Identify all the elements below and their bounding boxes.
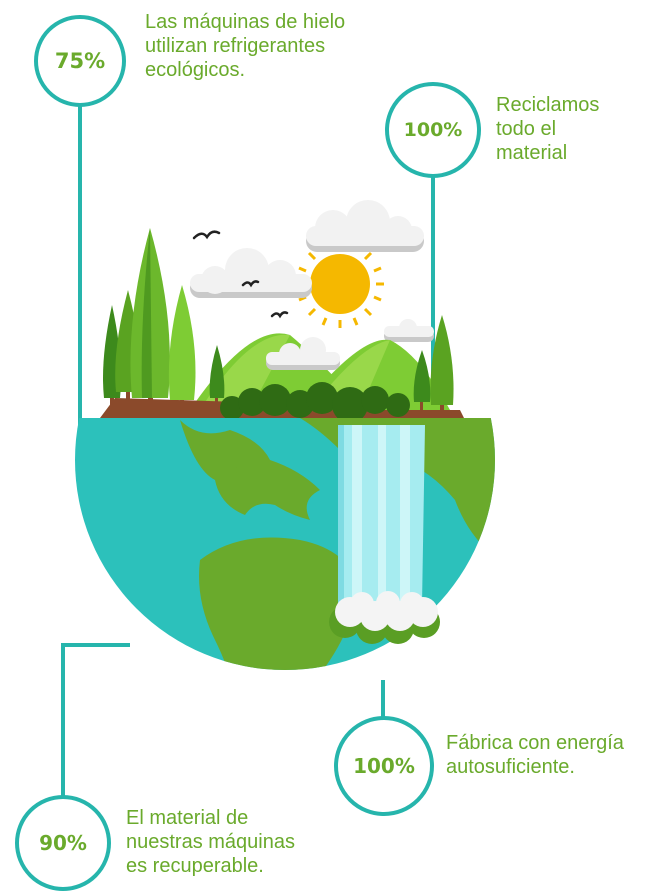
cloud-icon — [190, 200, 434, 342]
waterfall-icon — [329, 425, 440, 644]
stat-caption: Reciclamos todo el material — [496, 93, 599, 165]
stat-caption: Las máquinas de hielo utilizan refrigera… — [145, 10, 345, 82]
cloud-icon — [266, 337, 340, 370]
caption-line: autosuficiente. — [446, 756, 575, 778]
stat-badge: 100% — [385, 82, 481, 178]
ground — [100, 398, 465, 420]
caption-line: ecológicos. — [145, 59, 246, 81]
caption-line: material — [496, 142, 568, 164]
caption-line: Fábrica con energía — [446, 732, 624, 754]
caption-line: es recuperable. — [126, 855, 264, 877]
bird-icon — [192, 230, 289, 319]
caption-line: Reciclamos — [496, 94, 600, 116]
caption-line: nuestras máquinas — [126, 831, 295, 853]
stat-percent: 75% — [54, 49, 106, 73]
stat-badge: 75% — [34, 15, 126, 107]
caption-line: todo el — [496, 118, 557, 140]
caption-line: El material de — [126, 807, 249, 829]
stat-percent: 90% — [39, 831, 87, 855]
stat-caption: Fábrica con energía autosuficiente. — [446, 731, 624, 779]
stat-badge: 90% — [15, 795, 111, 891]
caption-line: Las máquinas de hielo — [145, 11, 346, 33]
stat-percent: 100% — [403, 119, 463, 141]
stat-badge: 100% — [334, 716, 434, 816]
tree-icon — [103, 228, 454, 418]
caption-line: utilizan refrigerantes — [145, 35, 326, 57]
stat-caption: El material de nuestras máquinas es recu… — [126, 806, 295, 878]
stat-percent: 100% — [353, 754, 415, 778]
bushes — [220, 382, 410, 423]
